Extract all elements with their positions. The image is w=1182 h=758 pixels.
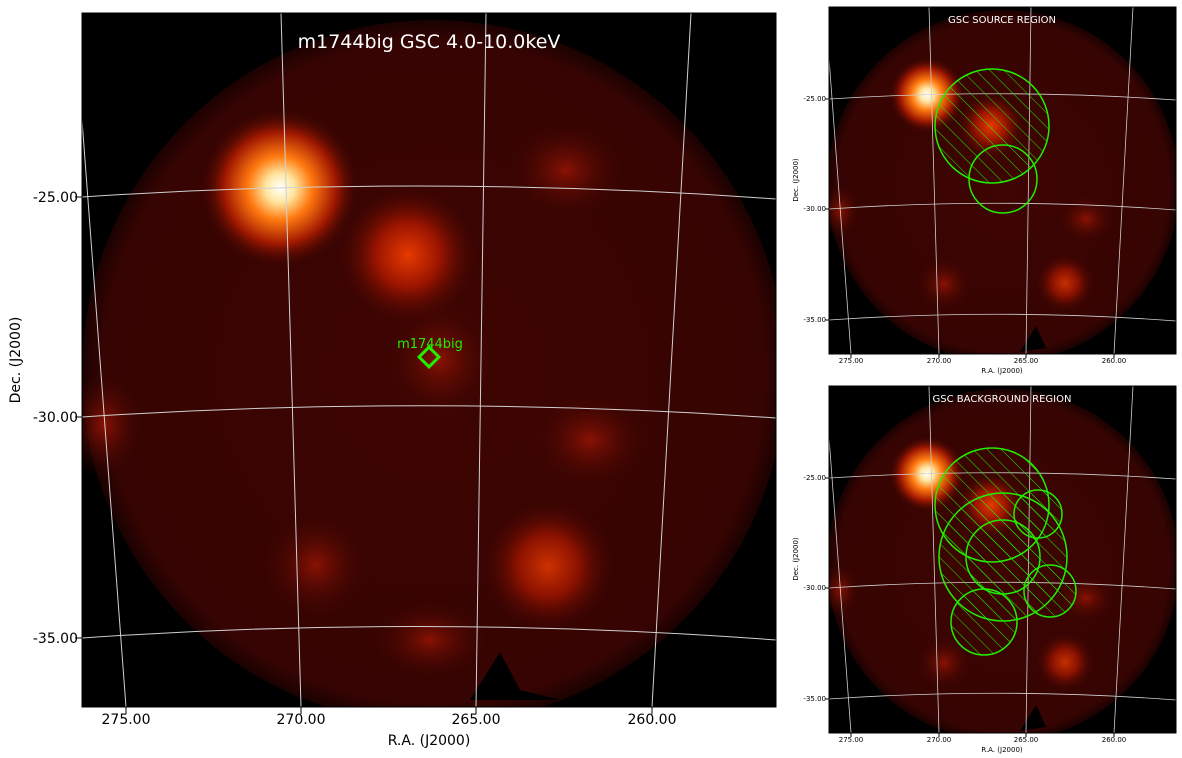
ytick: -35.00 bbox=[803, 695, 826, 703]
ytick: -30.00 bbox=[803, 205, 826, 213]
xtick: 265.00 bbox=[1014, 736, 1039, 744]
xtick: 260.00 bbox=[1102, 736, 1127, 744]
ytick: -30.00 bbox=[803, 584, 826, 592]
main-title: m1744big GSC 4.0-10.0keV bbox=[298, 31, 561, 53]
bkg-region-circle[interactable] bbox=[965, 519, 1041, 595]
y-axis-label: Dec. (J2000) bbox=[792, 158, 800, 202]
xtick: 260.00 bbox=[1102, 357, 1127, 365]
exclusion-region-circle[interactable] bbox=[968, 144, 1038, 214]
ytick: -25.00 bbox=[33, 190, 78, 206]
bkg-region-circle[interactable] bbox=[1023, 564, 1077, 618]
source-region-circle[interactable] bbox=[934, 68, 1050, 184]
main-axes-frame bbox=[81, 12, 777, 708]
ytick: -30.00 bbox=[33, 410, 78, 426]
source-panel-title: GSC SOURCE REGION bbox=[948, 15, 1056, 26]
source-blob-upper bbox=[336, 183, 480, 327]
ytick: -25.00 bbox=[803, 95, 826, 103]
y-axis-label: Dec. (J2000) bbox=[8, 317, 24, 404]
xtick: 270.00 bbox=[277, 712, 326, 728]
xtick: 260.00 bbox=[628, 712, 677, 728]
main-ticks bbox=[75, 196, 653, 714]
main-image bbox=[82, 13, 776, 707]
coordinate-grid bbox=[82, 13, 776, 707]
xtick: 265.00 bbox=[452, 712, 501, 728]
ytick: -35.00 bbox=[803, 316, 826, 324]
x-axis-label: R.A. (J2000) bbox=[981, 367, 1023, 375]
bkg-region-circle[interactable] bbox=[950, 588, 1018, 656]
background-region-image bbox=[829, 386, 1176, 733]
source-region-image bbox=[829, 7, 1176, 354]
x-axis-label: R.A. (J2000) bbox=[388, 733, 471, 749]
source-label: m1744big bbox=[397, 337, 463, 352]
ytick: -35.00 bbox=[33, 631, 78, 647]
y-axis-label: Dec. (J2000) bbox=[792, 537, 800, 581]
xtick: 275.00 bbox=[102, 712, 151, 728]
bkg-region-circle[interactable] bbox=[1013, 489, 1063, 539]
xtick: 275.00 bbox=[839, 357, 864, 365]
background-axes-frame bbox=[828, 385, 1177, 734]
xtick: 265.00 bbox=[1014, 357, 1039, 365]
source-marker-icon[interactable] bbox=[416, 344, 442, 370]
ytick: -25.00 bbox=[803, 474, 826, 482]
xtick: 275.00 bbox=[839, 736, 864, 744]
xtick: 270.00 bbox=[927, 357, 952, 365]
xtick: 270.00 bbox=[927, 736, 952, 744]
background-panel-title: GSC BACKGROUND REGION bbox=[933, 394, 1072, 405]
source-axes-frame bbox=[828, 6, 1177, 355]
x-axis-label: R.A. (J2000) bbox=[981, 746, 1023, 754]
source-blob-lower bbox=[480, 498, 616, 634]
